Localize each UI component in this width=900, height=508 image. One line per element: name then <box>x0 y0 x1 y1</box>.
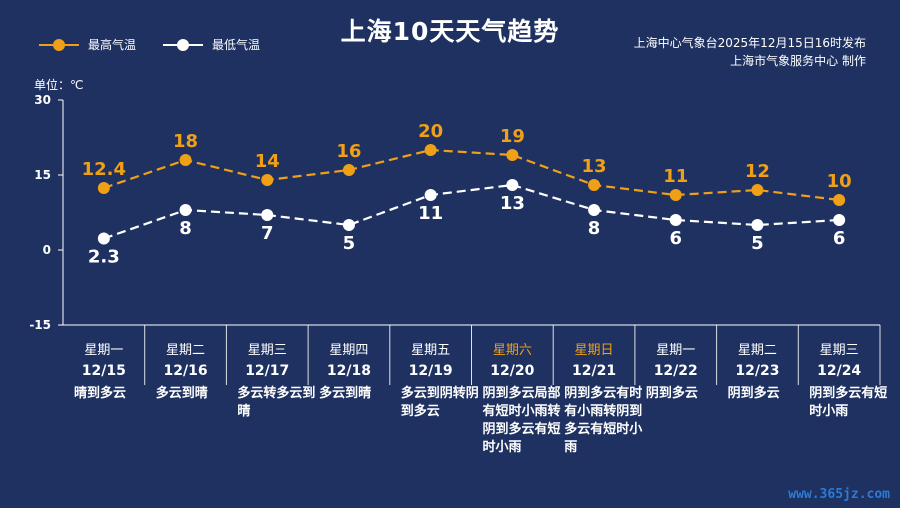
low-temp-point <box>751 219 764 231</box>
date-label: 12/18 <box>326 363 371 379</box>
low-temp-point <box>342 219 355 231</box>
date-label: 12/17 <box>245 363 290 379</box>
high-temp-label: 18 <box>173 131 198 152</box>
high-temp-point <box>342 164 355 176</box>
low-temp-point <box>261 209 274 221</box>
high-temp-point <box>506 149 519 161</box>
legend-low-label: 最低气温 <box>212 38 261 52</box>
high-temp-label: 14 <box>255 151 280 172</box>
low-temp-label: 6 <box>669 228 682 249</box>
high-temp-label: 12.4 <box>82 159 126 180</box>
weekday-label: 星期一 <box>84 343 124 358</box>
y-tick-label: 30 <box>34 93 51 107</box>
low-temp-label: 7 <box>261 223 274 244</box>
legend-item-low: 最低气温 <box>162 36 260 53</box>
y-tick-label: 0 <box>43 243 51 257</box>
weather-condition: 多云到晴 <box>155 386 208 401</box>
low-temp-label: 2.3 <box>88 247 120 268</box>
weather-condition: 晴到多云 <box>74 386 127 401</box>
low-temp-point <box>97 232 110 245</box>
low-temp-point <box>179 204 192 216</box>
publisher-line-2: 上海市气象服务中心 制作 <box>730 54 866 68</box>
weekday-label: 星期日 <box>574 343 614 358</box>
high-temp-label: 11 <box>663 166 688 187</box>
high-temp-label: 20 <box>418 121 443 142</box>
legend: 最高气温 最低气温 <box>38 36 260 53</box>
low-temp-point <box>588 204 601 216</box>
low-temp-point <box>833 214 846 226</box>
low-temp-point <box>506 179 519 191</box>
high-temp-point <box>261 174 274 186</box>
date-label: 12/15 <box>81 363 126 379</box>
high-temp-label: 13 <box>582 156 607 177</box>
unit-label: 单位：℃ <box>34 78 84 92</box>
low-temp-label: 5 <box>751 233 764 254</box>
weather-condition: 阴到多云 <box>645 386 698 401</box>
weather-condition: 阴到多云有短 时小雨 <box>809 386 888 419</box>
high-temp-label: 10 <box>827 171 852 192</box>
high-temp-point <box>179 154 192 166</box>
high-temp-point <box>97 182 110 194</box>
legend-low-marker <box>163 38 204 51</box>
date-label: 12/24 <box>817 363 862 379</box>
weekday-label: 星期一 <box>656 343 696 358</box>
publisher-line-1: 上海中心气象台2025年12月15日16时发布 <box>633 36 866 50</box>
date-label: 12/23 <box>735 363 780 379</box>
low-temp-label: 13 <box>500 193 525 214</box>
weekday-label: 星期三 <box>247 343 287 358</box>
weather-condition: 多云到阴转阴 到多云 <box>400 386 479 419</box>
chart-title: 上海10天天气趋势 <box>340 17 560 46</box>
high-temp-point <box>669 189 682 201</box>
low-temp-label: 11 <box>418 203 443 224</box>
low-temp-point <box>424 189 437 201</box>
high-temp-point <box>588 179 601 191</box>
weekday-label: 星期四 <box>329 343 369 358</box>
weekday-label: 星期二 <box>737 343 777 358</box>
weekday-label: 星期三 <box>819 343 859 358</box>
weekday-label: 星期二 <box>166 343 206 358</box>
high-temp-label: 16 <box>336 141 361 162</box>
low-temp-label: 8 <box>179 218 192 239</box>
legend-high-label: 最高气温 <box>88 38 137 52</box>
low-temp-label: 8 <box>588 218 601 239</box>
date-label: 12/22 <box>653 363 698 379</box>
date-label: 12/19 <box>408 363 453 379</box>
y-tick-label: 15 <box>34 168 51 182</box>
date-label: 12/16 <box>163 363 208 379</box>
weather-condition: 阴到多云 <box>727 386 780 401</box>
high-temp-point <box>424 144 437 156</box>
legend-item-high: 最高气温 <box>38 36 136 53</box>
weather-condition: 多云转多云到 晴 <box>237 386 316 419</box>
publisher-info: 上海中心气象台2025年12月15日16时发布 上海市气象服务中心 制作 <box>634 34 866 70</box>
date-label: 12/21 <box>571 363 617 379</box>
low-temp-point <box>669 214 682 226</box>
high-temp-point <box>833 194 846 206</box>
high-temp-label: 12 <box>745 161 770 182</box>
watermark: www.365jz.com <box>788 487 890 502</box>
date-label: 12/20 <box>490 363 535 379</box>
high-temp-point <box>751 184 764 196</box>
weather-condition: 阴到多云有时 有小雨转阴到 多云有短时小 雨 <box>564 386 643 455</box>
weekday-label: 星期六 <box>492 343 532 358</box>
legend-high-marker <box>39 38 79 51</box>
weather-condition: 阴到多云局部 有短时小雨转 阴到多云有短 时小雨 <box>482 386 561 455</box>
low-temp-label: 5 <box>343 233 356 254</box>
high-temp-label: 19 <box>500 126 525 147</box>
low-temp-label: 6 <box>833 228 846 249</box>
high-temp-line <box>103 148 840 202</box>
low-temp-line <box>103 183 840 240</box>
weekday-label: 星期五 <box>411 343 451 358</box>
weather-condition: 多云到晴 <box>319 386 372 401</box>
y-tick-label: -15 <box>29 318 51 332</box>
